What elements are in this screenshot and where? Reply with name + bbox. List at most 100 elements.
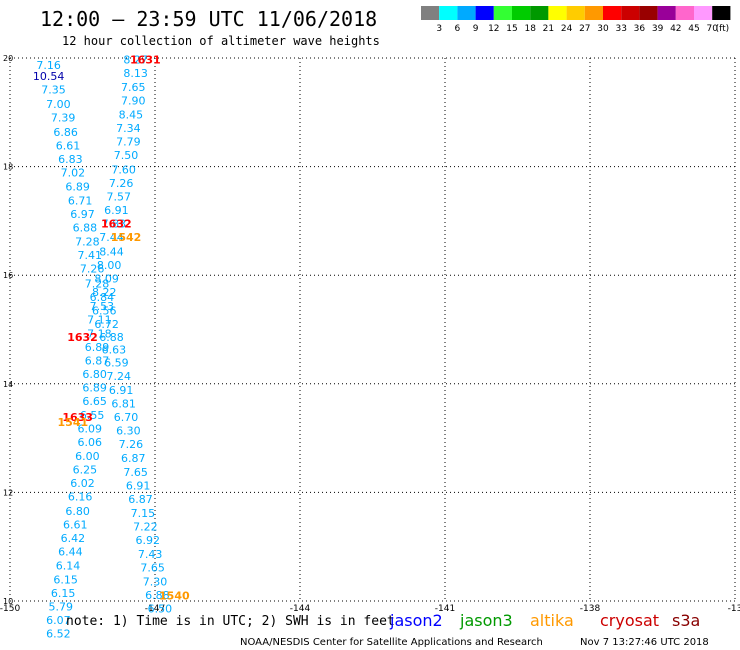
y-tick-label: 10 (3, 597, 13, 606)
axis-labels: -150 -147 -144 -141 -138 -13 10 12 14 16 18 20 (0, 54, 740, 614)
legend-altika: altika (530, 611, 574, 630)
colorbar-swatch (421, 6, 440, 20)
data-point-label: 7.18 (87, 327, 112, 340)
data-point-label: 6.97 (70, 208, 95, 221)
data-point-label: 6.91 (104, 204, 129, 217)
data-point-label: 1632 (67, 331, 98, 344)
data-point-label: 6.42 (61, 532, 86, 545)
data-point-label: 6.89 (85, 341, 110, 354)
data-point-label: 7.43 (138, 548, 163, 561)
data-point-label: 7.28 (75, 236, 100, 249)
data-point-label: 6.15 (51, 587, 76, 600)
colorbar-swatch (603, 6, 622, 20)
data-point-label: 7.00 (46, 98, 71, 111)
colorbar-swatch (694, 6, 713, 20)
data-point-label: 8.13 (123, 67, 148, 80)
colorbar-swatch (548, 6, 567, 20)
colorbar-label: 39 (652, 24, 664, 34)
data-point-label: 6.89 (65, 181, 90, 194)
data-point-label: 6.83 (58, 153, 83, 166)
colorbar-swatch (657, 6, 676, 20)
colorbar-label: 42 (670, 24, 681, 34)
data-point-label: 6.25 (73, 464, 98, 477)
y-tick-label: 16 (3, 271, 13, 280)
colorbar-label: 33 (615, 24, 626, 34)
data-point-label: 7.90 (121, 94, 146, 107)
chart-subtitle: 12 hour collection of altimeter wave hei… (62, 34, 380, 48)
data-point-label: 6.89 (82, 382, 107, 395)
data-point-label: 6.61 (63, 518, 88, 531)
colorbar-label: 30 (597, 24, 609, 34)
colorbar-label: 24 (561, 24, 573, 34)
plot-grid (9, 57, 736, 602)
data-point-label: 6.44 (58, 546, 83, 559)
data-point-label: 1540 (159, 590, 190, 603)
data-point-label: 1542 (111, 231, 142, 244)
data-point-label: 6.52 (46, 628, 71, 641)
legend-s3a: s3a (672, 611, 700, 630)
footer: note: 1) Time is in UTC; 2) SWH is in fe… (66, 614, 709, 648)
data-point-label: 6.50 (148, 603, 173, 616)
data-point-label: 6.88 (73, 221, 98, 234)
colorbar-swatch (584, 6, 603, 20)
x-tick-label: -147 (145, 604, 165, 614)
colorbar-swatch (530, 6, 549, 20)
data-point-label: 7.24 (107, 370, 132, 383)
data-point-label: 10.54 (33, 70, 65, 83)
satellite-legend: jason2 jason3 altika cryosat s3a (389, 611, 700, 630)
colorbar-label: 70 (706, 24, 718, 34)
data-point-label: 6.59 (104, 357, 129, 370)
y-tick-label: 20 (3, 54, 13, 63)
data-point-label: 7.02 (61, 167, 86, 180)
colorbar-swatch (457, 6, 476, 20)
colorbar-label: 27 (579, 24, 590, 34)
data-point-label: 1632 (101, 218, 132, 231)
data-point-label: 7.16 (36, 59, 61, 72)
data-point-label: 6.87 (85, 354, 110, 367)
data-point-label: 6.91 (126, 479, 151, 492)
colorbar-swatch (712, 6, 731, 20)
colorbar-swatch (566, 6, 585, 20)
data-point-label: 8.22 (92, 286, 117, 299)
data-point-label: 6.09 (78, 422, 103, 435)
colorbar-label: 12 (488, 24, 499, 34)
data-point-label: 6.92 (136, 534, 161, 547)
data-point-label: 7.11 (87, 314, 112, 327)
data-point-label: 7.35 (41, 83, 66, 96)
colorbar-swatch (621, 6, 640, 20)
x-tick-label: -144 (290, 604, 311, 614)
data-point-label: 6.91 (109, 384, 134, 397)
data-point-label: 8.45 (119, 108, 144, 121)
x-tick-label: -13 (728, 604, 740, 614)
data-point-label: 7.53 (90, 300, 115, 313)
data-point-label: 6.56 (92, 304, 117, 317)
data-point-label: 7.44 (99, 231, 124, 244)
footer-note: note: 1) Time is in UTC; 2) SWH is in fe… (66, 614, 395, 629)
colorbar-swatch (493, 6, 512, 20)
colorbar-label: 36 (634, 24, 646, 34)
colorbar-swatch (512, 6, 531, 20)
y-tick-label: 12 (3, 488, 13, 497)
colorbar: 3 6 9 12 15 18 21 24 27 30 33 36 39 42 45 70(ft) (421, 6, 731, 34)
data-point-label: 6.00 (75, 450, 100, 463)
data-point-label: 6.02 (70, 477, 95, 490)
data-point-label: 1541 (58, 416, 89, 429)
colorbar-label: 45 (688, 24, 699, 34)
data-point-label: 6.81 (111, 397, 136, 410)
data-point-label: 6.30 (116, 424, 141, 437)
data-point-label: 6.88 (145, 589, 170, 602)
data-point-label: 6.61 (56, 139, 81, 152)
data-point-label: 6.80 (82, 368, 107, 381)
data-point-label: 8.00 (97, 259, 122, 272)
colorbar-label: 9 (473, 24, 479, 34)
colorbar-swatch (639, 6, 658, 20)
data-point-label: 6.70 (114, 411, 139, 424)
data-point-label: 7.28 (85, 277, 110, 290)
data-point-label: 5.79 (49, 600, 74, 613)
colorbar-label: 3 (436, 24, 442, 34)
footer-timestamp: Nov 7 13:27:46 UTC 2018 (580, 637, 709, 648)
data-point-label: 7.83 (102, 218, 127, 231)
header: 12:00 – 23:59 UTC 11/06/2018 12 hour col… (40, 7, 380, 48)
data-point-label: 7.30 (143, 575, 168, 588)
colorbar-label: 6 (455, 24, 461, 34)
